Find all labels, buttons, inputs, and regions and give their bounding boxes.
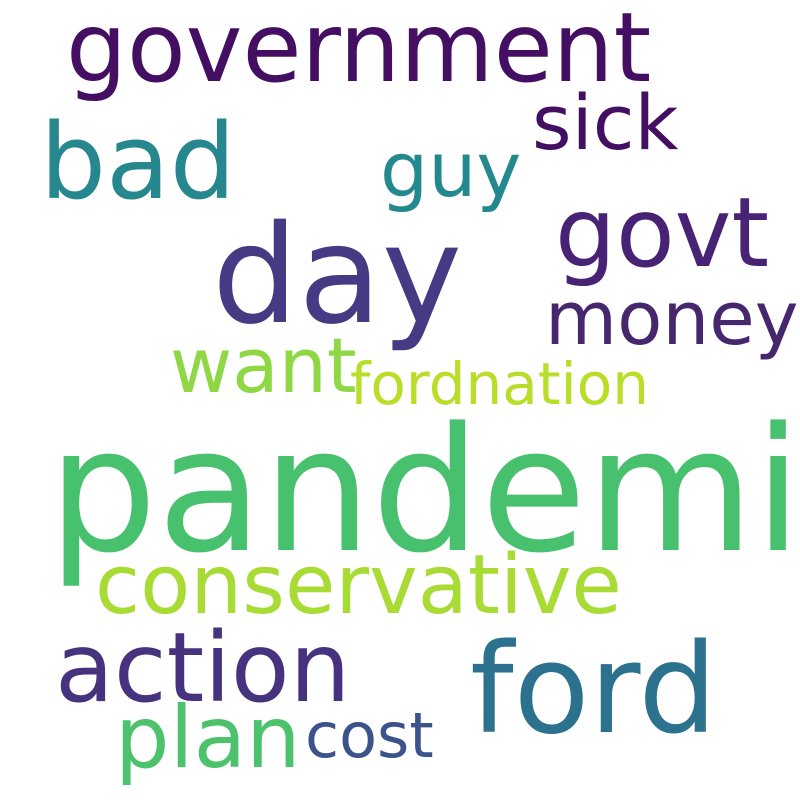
word-guy: guy bbox=[380, 125, 522, 214]
word-bad: bad bbox=[40, 101, 236, 223]
word-day: day bbox=[212, 197, 463, 355]
word-government: government bbox=[66, 0, 652, 104]
word-want: want bbox=[170, 321, 357, 410]
word-cost: cost bbox=[305, 699, 434, 772]
word-sick: sick bbox=[532, 78, 679, 167]
word-fordnation: fordnation bbox=[350, 350, 649, 418]
word-plan: plan bbox=[115, 688, 301, 788]
word-conservative: conservative bbox=[95, 538, 622, 633]
word-govt: govt bbox=[555, 177, 770, 289]
word-action: action bbox=[55, 612, 351, 724]
word-ford: ford bbox=[470, 618, 718, 762]
word-money: money bbox=[545, 276, 799, 362]
